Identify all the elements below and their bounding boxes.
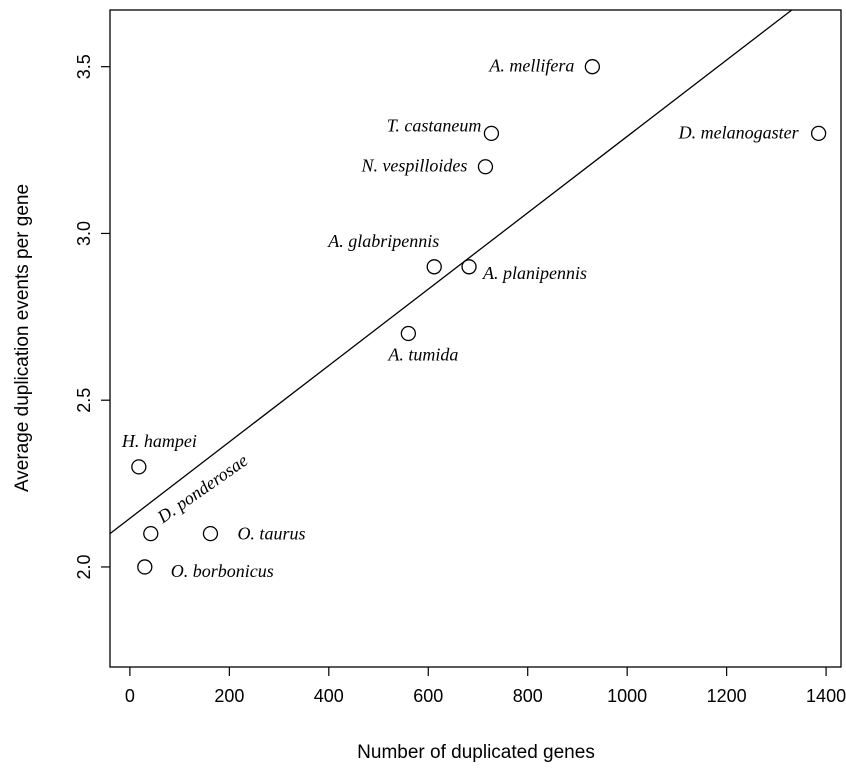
point-label: O. taurus bbox=[237, 524, 305, 544]
point-label: O. borbonicus bbox=[171, 561, 274, 581]
y-tick-label: 2.0 bbox=[74, 554, 94, 579]
data-point bbox=[143, 525, 159, 542]
data-point bbox=[137, 559, 153, 575]
x-axis-title: Number of duplicated genes bbox=[357, 742, 595, 763]
x-tick-label: 1400 bbox=[806, 686, 846, 706]
point-label: A. tumida bbox=[387, 344, 458, 364]
y-tick-label: 2.5 bbox=[74, 388, 94, 413]
x-tick-label: 0 bbox=[125, 686, 135, 706]
fit-line bbox=[109, 9, 793, 535]
y-tick-label: 3.0 bbox=[74, 221, 94, 246]
points-layer bbox=[131, 59, 827, 575]
data-point bbox=[400, 325, 417, 342]
point-label: A. planipennis bbox=[482, 263, 587, 283]
point-label: T. castaneum bbox=[387, 115, 482, 135]
point-label: A. glabripennis bbox=[327, 231, 439, 251]
x-tick-label: 200 bbox=[214, 686, 244, 706]
x-tick-label: 1200 bbox=[707, 686, 747, 706]
y-tick-label: 3.5 bbox=[74, 54, 94, 79]
data-point bbox=[131, 459, 147, 475]
data-point bbox=[584, 59, 601, 75]
point-label: D. melanogaster bbox=[678, 122, 800, 142]
point-labels-layer: A. mellifera T. castaneum D. melanogaster N… bbox=[121, 56, 800, 581]
x-axis: 0 200 400 600 800 1000 1200 1400 bbox=[125, 667, 846, 706]
x-tick-label: 1000 bbox=[607, 686, 647, 706]
data-point bbox=[202, 525, 219, 542]
fit-line-layer bbox=[109, 9, 793, 535]
x-tick-label: 400 bbox=[314, 686, 344, 706]
data-point bbox=[810, 125, 827, 142]
data-point bbox=[483, 125, 500, 142]
x-tick-label: 800 bbox=[513, 686, 543, 706]
point-label: H. hampei bbox=[121, 431, 197, 451]
x-tick-label: 600 bbox=[413, 686, 443, 706]
data-point bbox=[461, 259, 477, 275]
point-label: N. vespilloides bbox=[360, 156, 467, 176]
y-axis: 2.0 2.5 3.0 3.5 bbox=[74, 54, 110, 579]
data-point bbox=[477, 159, 494, 175]
plot-frame bbox=[109, 9, 842, 668]
y-axis-title: Average duplication events per gene bbox=[12, 184, 33, 492]
data-point bbox=[426, 259, 442, 275]
point-label: A. mellifera bbox=[488, 56, 574, 76]
